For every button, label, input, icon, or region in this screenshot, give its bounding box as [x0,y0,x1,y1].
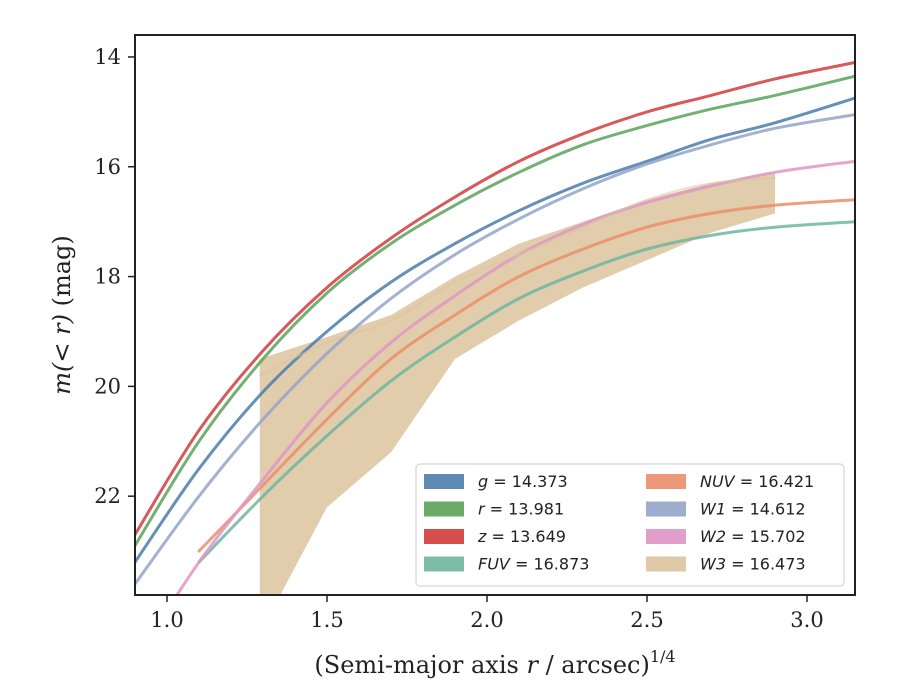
legend-swatch-nuv [646,474,686,489]
x-axis-label: (Semi-major axis r / arcsec)1/4 [314,647,675,679]
legend-swatch-g [424,474,464,489]
ticks-layer: 1.0 1.5 2.0 2.5 3.0 14 16 18 20 22 [94,45,823,632]
y-axis-label-m: m [48,372,76,395]
x-tick-label: 1.0 [150,608,183,632]
legend-swatch-r [424,501,464,517]
data-layer [135,61,855,595]
legend: g = 14.373 r = 13.981 z = 13.649 FUV = 16.8… [415,463,845,587]
series-z-line [135,61,855,537]
series-g-line [135,96,855,564]
y-tick-label: 22 [94,484,121,508]
legend-swatch-fuv [424,556,464,572]
y-tick-label: 14 [94,45,121,69]
legend-label-w2: W2 = 15.702 [700,527,806,546]
legend-label-w1: W1 = 14.612 [700,500,806,519]
legend-swatch-z [424,529,464,544]
y-axis-label-r: r [48,322,76,335]
series-w1-line [135,113,855,586]
legend-label-g: g = 14.373 [478,472,568,491]
legend-label-z: z = 13.649 [477,527,566,546]
x-axis-label-after: / arcsec) [538,651,650,679]
x-axis-label-var: r [526,651,539,679]
series-nuv-line [197,198,855,553]
legend-box [415,463,845,587]
legend-label-r: r = 13.981 [478,500,564,519]
y-tick-label: 16 [94,155,121,179]
y-tick-label: 18 [94,265,121,289]
y-axis-label-inner: (< [48,335,76,372]
legend-swatch-w1 [646,501,686,517]
x-tick-label: 3.0 [790,608,823,632]
series-w2-line [175,159,855,595]
series-w3-line [258,176,776,377]
y-axis-label-close: ) [48,314,76,324]
legend-label-nuv: NUV = 16.421 [700,472,814,491]
legend-label-fuv: FUV = 16.873 [478,555,589,574]
y-axis-label: m(< r) (mag) [48,235,76,395]
plot-frame [134,34,856,596]
series-r-line [135,74,855,548]
x-axis-label-exponent: 1/4 [650,647,676,666]
legend-swatch-w3 [646,556,686,572]
legend-label-w3: W3 = 16.473 [700,555,806,574]
series-fuv-line [197,220,855,564]
y-tick-label: 20 [94,374,121,398]
x-axis-label-main: (Semi-major axis [314,651,526,679]
x-tick-label: 1.5 [310,608,343,632]
x-tick-label: 2.0 [470,608,503,632]
y-axis-label-unit: (mag) [48,235,76,314]
legend-swatch-w2 [646,529,686,544]
x-tick-label: 2.5 [630,608,663,632]
